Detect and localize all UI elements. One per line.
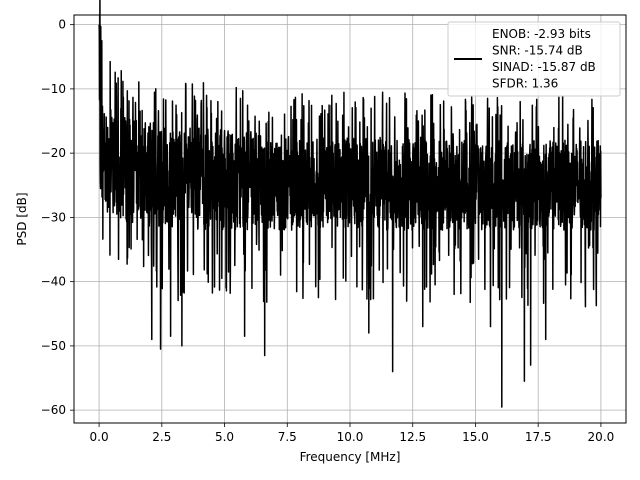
y-axis-label: PSD [dB] xyxy=(15,192,29,245)
y-tick-label: 0 xyxy=(58,18,66,32)
x-tick-label: 12.5 xyxy=(399,430,426,444)
y-tick-label: −60 xyxy=(41,403,66,417)
psd-series-line xyxy=(98,0,602,408)
legend: ENOB: -2.93 bits SNR: -15.74 dB SINAD: -… xyxy=(447,21,621,97)
plot-area xyxy=(98,0,602,408)
x-axis-label: Frequency [MHz] xyxy=(300,450,401,464)
x-tick-label: 5.0 xyxy=(215,430,234,444)
legend-box xyxy=(447,21,621,97)
x-tick-label: 7.5 xyxy=(278,430,297,444)
legend-text-sinad: SINAD: -15.87 dB xyxy=(492,60,596,74)
y-tick-label: −50 xyxy=(41,339,66,353)
x-tick-label: 10.0 xyxy=(337,430,364,444)
legend-text-sfdr: SFDR: 1.36 xyxy=(492,77,558,91)
x-tick-label: 2.5 xyxy=(152,430,171,444)
ticks: 0.0 2.5 5.0 7.5 10.0 12.5 15.0 17.5 20.0 0 −10 −20 −… xyxy=(41,18,615,444)
x-tick-label: 17.5 xyxy=(525,430,552,444)
x-tick-label: 0.0 xyxy=(90,430,109,444)
y-tick-label: −10 xyxy=(41,82,66,96)
legend-text-snr: SNR: -15.74 dB xyxy=(492,44,583,58)
legend-text-enob: ENOB: -2.93 bits xyxy=(492,27,591,41)
y-tick-label: −40 xyxy=(41,275,66,289)
x-tick-label: 20.0 xyxy=(588,430,615,444)
y-tick-label: −20 xyxy=(41,146,66,160)
x-tick-label: 15.0 xyxy=(462,430,489,444)
y-tick-label: −30 xyxy=(41,210,66,224)
